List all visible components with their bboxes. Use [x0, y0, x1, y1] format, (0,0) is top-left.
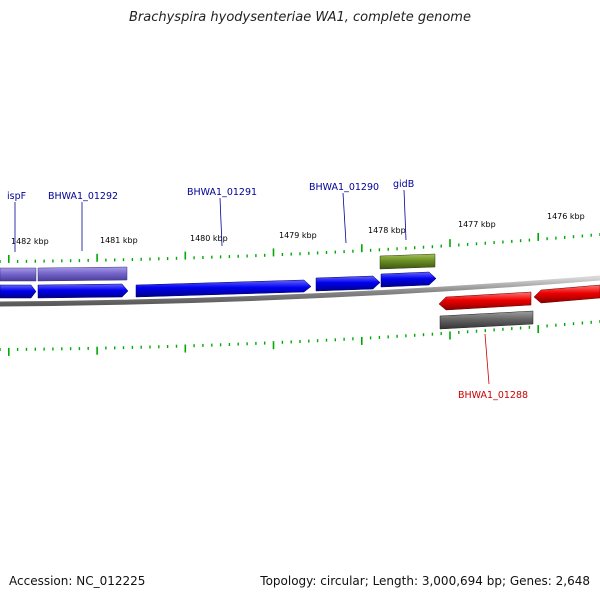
gene-BHWA1-01288-arrow[interactable] [438, 291, 532, 311]
gene-ispF-feature[interactable] [0, 267, 37, 282]
genome-stats: Topology: circular; Length: 3,000,694 bp… [260, 574, 590, 588]
leader-line-BHWA1-01290 [342, 192, 347, 244]
topology-value: circular [320, 574, 365, 588]
leader-line-gidB [403, 189, 407, 241]
tick-label: 1479 kbp [279, 231, 317, 240]
gene-ispF-arrow[interactable] [0, 284, 37, 299]
gene-label-ispF[interactable]: ispF [7, 191, 26, 202]
forward-secondary-track [0, 253, 436, 282]
accession-value: NC_012225 [76, 574, 146, 588]
gene-BHWA1-01291-arrow[interactable] [135, 279, 312, 298]
gene-BHWA1-01292-arrow[interactable] [37, 283, 129, 299]
tick-label: 1478 kbp [368, 226, 406, 235]
map-title: Brachyspira hyodysenteriae WA1, complete… [129, 10, 471, 25]
tick-labels: 1482 kbp 1481 kbp 1480 kbp 1479 kbp 1478… [11, 212, 585, 246]
gene-BHWA1-01288-feature[interactable] [439, 310, 534, 330]
topology-label: Topology: [260, 574, 317, 588]
outer-tick-track [0, 232, 600, 263]
leader-line-BHWA1-01291 [219, 197, 223, 247]
genes-value: 2,648 [555, 574, 590, 588]
gene-label-BHWA1-01291[interactable]: BHWA1_01291 [187, 187, 257, 198]
reverse-secondary-track [439, 310, 534, 330]
forward-gene-track [0, 271, 437, 299]
leader-line-BHWA1-01288 [484, 333, 490, 385]
inner-tick-track [0, 320, 600, 356]
gene-BHWA1-01292-feature[interactable] [37, 266, 128, 282]
gene-label-BHWA1-01290[interactable]: BHWA1_01290 [309, 182, 379, 193]
genome-backbone [0, 275, 600, 307]
gene-label-BHWA1-01288[interactable]: BHWA1_01288 [458, 390, 528, 401]
tick-label: 1482 kbp [11, 237, 49, 246]
accession-label: Accession: [9, 574, 73, 588]
gene-labels: ispF BHWA1_01292 BHWA1_01291 BHWA1_01290… [7, 179, 528, 401]
gene-label-gidB[interactable]: gidB [393, 179, 414, 190]
genes-label: Genes: [509, 574, 552, 588]
accession-info: Accession: NC_012225 [9, 574, 145, 588]
tick-label: 1480 kbp [190, 234, 228, 243]
gene-reverse-neighbor-arrow[interactable] [533, 284, 600, 304]
reverse-gene-track [438, 284, 600, 311]
label-leaders [14, 189, 490, 385]
gene-BHWA1-01290-arrow[interactable] [315, 275, 381, 292]
length-value: 3,000,694 bp [421, 574, 502, 588]
gene-gidB-arrow[interactable] [380, 271, 437, 288]
length-label: Length: [372, 574, 419, 588]
tick-label: 1476 kbp [547, 212, 585, 221]
gene-label-BHWA1-01292[interactable]: BHWA1_01292 [48, 191, 118, 202]
gene-gidB-feature[interactable] [379, 253, 436, 270]
tick-label: 1477 kbp [458, 220, 496, 229]
tick-label: 1481 kbp [100, 236, 138, 245]
